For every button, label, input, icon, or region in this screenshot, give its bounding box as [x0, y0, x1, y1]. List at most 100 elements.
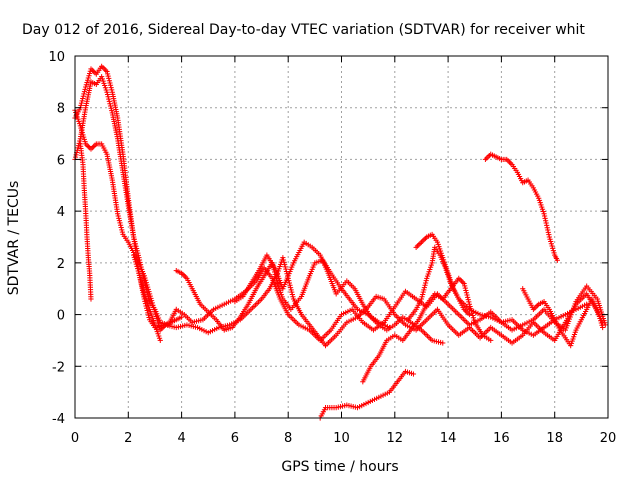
- data-point: [81, 134, 87, 140]
- series-track-h: [317, 368, 417, 421]
- data-point: [79, 98, 85, 104]
- data-point: [463, 290, 470, 296]
- data-point: [594, 306, 600, 312]
- x-tick-label: 0: [71, 431, 79, 446]
- data-point: [133, 259, 139, 265]
- data-point: [151, 307, 157, 313]
- data-point: [136, 270, 142, 276]
- data-point: [283, 266, 289, 272]
- data-point: [107, 80, 113, 86]
- data-point: [109, 107, 115, 114]
- data-point: [78, 100, 85, 106]
- data-point: [465, 294, 471, 300]
- data-point: [118, 222, 124, 228]
- data-point: [154, 316, 160, 322]
- data-point: [132, 238, 138, 245]
- data-point: [421, 284, 428, 291]
- series-track-j: [405, 244, 590, 338]
- series-track-k: [413, 231, 473, 318]
- data-point: [135, 268, 141, 274]
- data-point: [287, 284, 294, 291]
- data-point: [107, 101, 113, 107]
- data-point: [138, 279, 144, 285]
- data-point: [147, 293, 153, 299]
- data-point: [144, 307, 150, 314]
- data-point: [544, 225, 550, 231]
- data-point: [133, 243, 139, 249]
- data-point: [550, 247, 556, 254]
- data-point: [541, 213, 548, 219]
- data-point: [137, 275, 143, 281]
- data-point: [88, 296, 94, 302]
- data-point: [422, 282, 428, 288]
- x-tick-label: 20: [600, 431, 617, 446]
- data-point: [135, 266, 141, 272]
- data-point: [135, 252, 141, 258]
- data-point: [86, 73, 92, 79]
- data-point: [595, 309, 601, 315]
- data-point: [80, 95, 86, 102]
- series-track-i: [360, 275, 494, 385]
- data-point: [423, 278, 429, 284]
- data-point: [419, 294, 425, 300]
- data-point: [542, 215, 548, 221]
- data-point: [471, 317, 477, 323]
- data-point: [281, 259, 287, 265]
- y-tick-label: 10: [48, 50, 65, 65]
- data-point: [545, 227, 551, 233]
- data-point: [74, 147, 80, 153]
- data-point: [157, 337, 163, 344]
- data-point: [83, 84, 89, 90]
- data-point: [134, 248, 140, 254]
- data-point: [548, 241, 554, 247]
- data-point: [289, 291, 295, 298]
- data-point: [282, 261, 288, 268]
- data-point: [87, 70, 93, 77]
- y-axis-label: SDTVAR / TECUs: [6, 181, 22, 296]
- data-point: [117, 220, 123, 226]
- data-point: [551, 250, 557, 256]
- data-point: [470, 315, 477, 321]
- data-point: [145, 312, 152, 318]
- data-point: [462, 283, 468, 289]
- data-point: [104, 89, 110, 95]
- x-tick-label: 4: [177, 431, 185, 446]
- data-point: [543, 218, 549, 224]
- data-point: [153, 313, 159, 320]
- data-point: [420, 291, 426, 298]
- data-point: [139, 284, 146, 290]
- data-point: [143, 279, 149, 286]
- data-point: [464, 292, 470, 298]
- data-point: [156, 322, 162, 329]
- data-point: [288, 287, 294, 293]
- data-point: [465, 297, 471, 303]
- data-point: [107, 103, 114, 109]
- series-track-m: [520, 286, 606, 349]
- data-point: [410, 371, 417, 377]
- data-point: [115, 213, 121, 219]
- data-point: [132, 241, 139, 247]
- data-point: [147, 291, 153, 297]
- data-point: [133, 245, 140, 252]
- data-point: [290, 294, 296, 300]
- data-point: [145, 286, 151, 292]
- data-point: [143, 277, 149, 283]
- data-point: [85, 75, 91, 81]
- data-point: [149, 298, 155, 304]
- data-point: [546, 234, 552, 240]
- data-point: [141, 288, 147, 295]
- series-track-g: [232, 239, 446, 346]
- data-point: [119, 227, 125, 233]
- data-point: [104, 68, 110, 75]
- data-point: [133, 261, 139, 267]
- data-point: [107, 82, 114, 88]
- x-tick-label: 2: [124, 431, 132, 446]
- data-point: [138, 277, 144, 283]
- x-tick-label: 6: [231, 431, 239, 446]
- data-point: [105, 94, 111, 100]
- data-point: [146, 314, 152, 321]
- data-point: [77, 123, 83, 129]
- data-point: [599, 322, 605, 328]
- y-tick-label: 2: [57, 257, 65, 272]
